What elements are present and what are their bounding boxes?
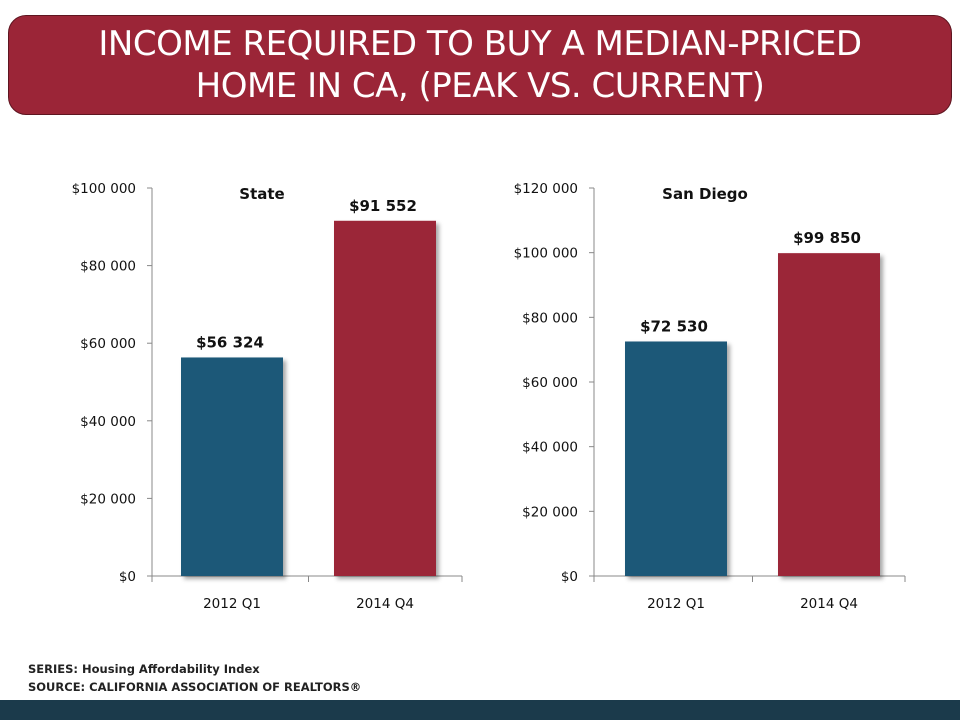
data-label: $99 850 — [793, 229, 861, 247]
y-tick-label: $60 000 — [80, 336, 136, 352]
bottom-bar — [0, 700, 960, 720]
y-tick-label: $40 000 — [522, 440, 578, 456]
footnote-source: SOURCE: CALIFORNIA ASSOCIATION OF REALTO… — [28, 680, 362, 694]
y-tick-label: $20 000 — [80, 491, 136, 507]
y-tick-label: $20 000 — [522, 504, 578, 520]
bar — [334, 220, 436, 576]
y-tick-label: $0 — [561, 569, 578, 585]
y-tick-label: $80 000 — [80, 259, 136, 275]
y-tick-label: $100 000 — [514, 246, 578, 262]
title-banner: INCOME REQUIRED TO BUY A MEDIAN-PRICED H… — [8, 15, 952, 115]
chart-title: State — [239, 185, 284, 203]
x-tick-label: 2012 Q1 — [647, 596, 705, 612]
y-tick-label: $40 000 — [80, 414, 136, 430]
bar — [778, 253, 880, 576]
x-tick-label: 2014 Q4 — [800, 596, 858, 612]
title-line-1: INCOME REQUIRED TO BUY A MEDIAN-PRICED — [98, 24, 862, 64]
data-label: $91 552 — [349, 197, 417, 215]
page-title: INCOME REQUIRED TO BUY A MEDIAN-PRICED H… — [98, 23, 862, 107]
x-tick-label: 2014 Q4 — [356, 596, 414, 612]
data-label: $56 324 — [196, 333, 264, 351]
bar — [625, 341, 727, 576]
y-tick-label: $120 000 — [514, 181, 578, 197]
chart-title: San Diego — [662, 185, 748, 203]
title-line-2: HOME IN CA, (PEAK VS. CURRENT) — [195, 66, 765, 106]
y-tick-label: $0 — [119, 569, 136, 585]
bar — [181, 357, 283, 576]
y-tick-label: $100 000 — [72, 181, 136, 197]
x-tick-label: 2012 Q1 — [203, 596, 261, 612]
footnote-series: SERIES: Housing Affordability Index — [28, 662, 260, 676]
y-tick-label: $60 000 — [522, 375, 578, 391]
data-label: $72 530 — [640, 317, 708, 335]
y-tick-label: $80 000 — [522, 310, 578, 326]
